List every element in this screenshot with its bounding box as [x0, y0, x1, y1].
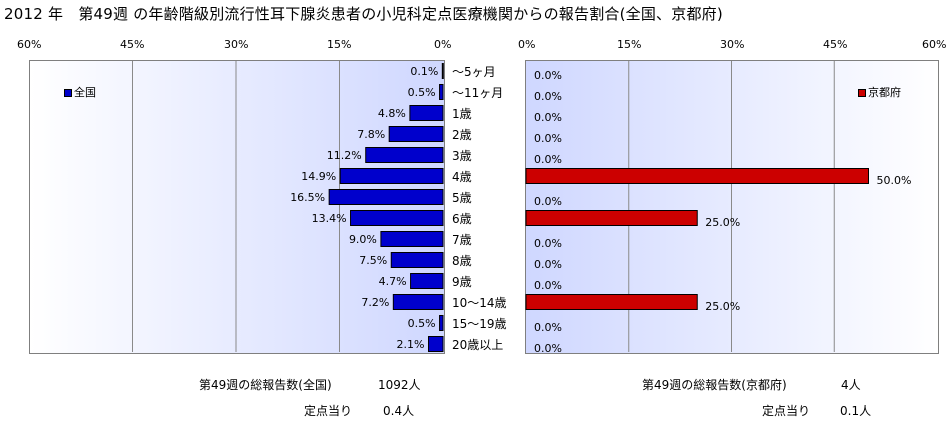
national-bar	[339, 168, 444, 184]
national-data-label: 9.0%	[349, 233, 377, 246]
kyoto-per-label: 定点当り	[762, 404, 811, 418]
category-label: 3歳	[452, 149, 472, 163]
kyoto-data-label: 0.0%	[534, 69, 562, 82]
national-bar	[439, 84, 444, 100]
right-x-tick-label: 15%	[617, 38, 642, 51]
national-data-label: 7.8%	[357, 128, 385, 141]
category-label: 8歳	[452, 254, 472, 268]
national-bar	[441, 63, 444, 79]
national-data-label: 14.9%	[301, 170, 336, 183]
national-bar	[428, 336, 444, 352]
kyoto-data-label: 0.0%	[534, 237, 562, 250]
national-bar	[392, 294, 444, 310]
kyoto-data-label: 25.0%	[705, 300, 740, 313]
national-data-label: 13.4%	[312, 212, 347, 225]
chart-title: 2012 年 第49週 の年齢階級別流行性耳下腺炎患者の小児科定点医療機関からの…	[4, 5, 723, 23]
national-data-label: 11.2%	[327, 149, 362, 162]
kyoto-bar	[525, 294, 698, 310]
category-label: ～11ヶ月	[452, 86, 503, 100]
left-x-tick-label: 45%	[120, 38, 145, 51]
category-label: 5歳	[452, 191, 472, 205]
national-data-label: 4.7%	[379, 275, 407, 288]
kyoto-data-label: 0.0%	[534, 153, 562, 166]
left-x-tick-label: 0%	[434, 38, 452, 51]
category-label: 20歳以上	[452, 338, 503, 352]
kyoto-data-label: 0.0%	[534, 321, 562, 334]
kyoto-bar	[525, 168, 869, 184]
national-bar	[409, 105, 444, 121]
category-label: 1歳	[452, 107, 472, 121]
legend-national: 全国	[64, 84, 96, 100]
national-data-label: 2.1%	[397, 338, 425, 351]
category-label: 2歳	[452, 128, 472, 142]
kyoto-total-value: 4人	[841, 378, 861, 392]
kyoto-bar	[525, 210, 698, 226]
national-bar	[328, 189, 444, 205]
kyoto-per-value: 0.1人	[840, 404, 872, 418]
category-label: ～5ヶ月	[452, 65, 496, 79]
kyoto-data-label: 0.0%	[534, 258, 562, 271]
national-plot-area	[29, 60, 445, 354]
kyoto-data-label: 0.0%	[534, 195, 562, 208]
national-bar	[439, 315, 444, 331]
kyoto-data-label: 25.0%	[705, 216, 740, 229]
left-x-tick-label: 30%	[224, 38, 249, 51]
category-label: 9歳	[452, 275, 472, 289]
kyoto-total-label: 第49週の総報告数(京都府)	[642, 378, 787, 392]
national-data-label: 0.5%	[408, 86, 436, 99]
national-bar	[410, 273, 444, 289]
left-x-tick-label: 15%	[327, 38, 352, 51]
kyoto-data-label: 0.0%	[534, 111, 562, 124]
right-x-tick-label: 30%	[720, 38, 745, 51]
category-label: 4歳	[452, 170, 472, 184]
national-data-label: 7.5%	[359, 254, 387, 267]
right-x-tick-label: 60%	[922, 38, 947, 51]
national-bar	[365, 147, 444, 163]
national-per-label: 定点当り	[304, 404, 353, 418]
kyoto-data-label: 0.0%	[534, 279, 562, 292]
legend-kyoto: 京都府	[858, 84, 901, 100]
national-total-value: 1092人	[378, 378, 421, 392]
national-per-value: 0.4人	[383, 404, 415, 418]
national-bar	[388, 126, 444, 142]
left-x-tick-label: 60%	[17, 38, 42, 51]
national-total-label: 第49週の総報告数(全国)	[199, 378, 332, 392]
category-label: 10～14歳	[452, 296, 507, 310]
category-label: 6歳	[452, 212, 472, 226]
right-x-tick-label: 45%	[823, 38, 848, 51]
category-label: 7歳	[452, 233, 472, 247]
legend-label-kyoto: 京都府	[868, 86, 901, 99]
legend-label-national: 全国	[74, 86, 96, 99]
national-data-label: 4.8%	[378, 107, 406, 120]
national-data-label: 7.2%	[361, 296, 389, 309]
kyoto-data-label: 0.0%	[534, 90, 562, 103]
legend-swatch-kyoto	[858, 89, 866, 97]
right-x-tick-label: 0%	[518, 38, 536, 51]
national-data-label: 0.1%	[410, 65, 438, 78]
kyoto-data-label: 0.0%	[534, 342, 562, 355]
legend-swatch-national	[64, 89, 72, 97]
kyoto-data-label: 50.0%	[877, 174, 912, 187]
national-data-label: 16.5%	[290, 191, 325, 204]
national-bar	[390, 252, 444, 268]
national-bar	[350, 210, 444, 226]
category-label: 15～19歳	[452, 317, 507, 331]
kyoto-data-label: 0.0%	[534, 132, 562, 145]
national-bar	[380, 231, 444, 247]
national-data-label: 0.5%	[408, 317, 436, 330]
